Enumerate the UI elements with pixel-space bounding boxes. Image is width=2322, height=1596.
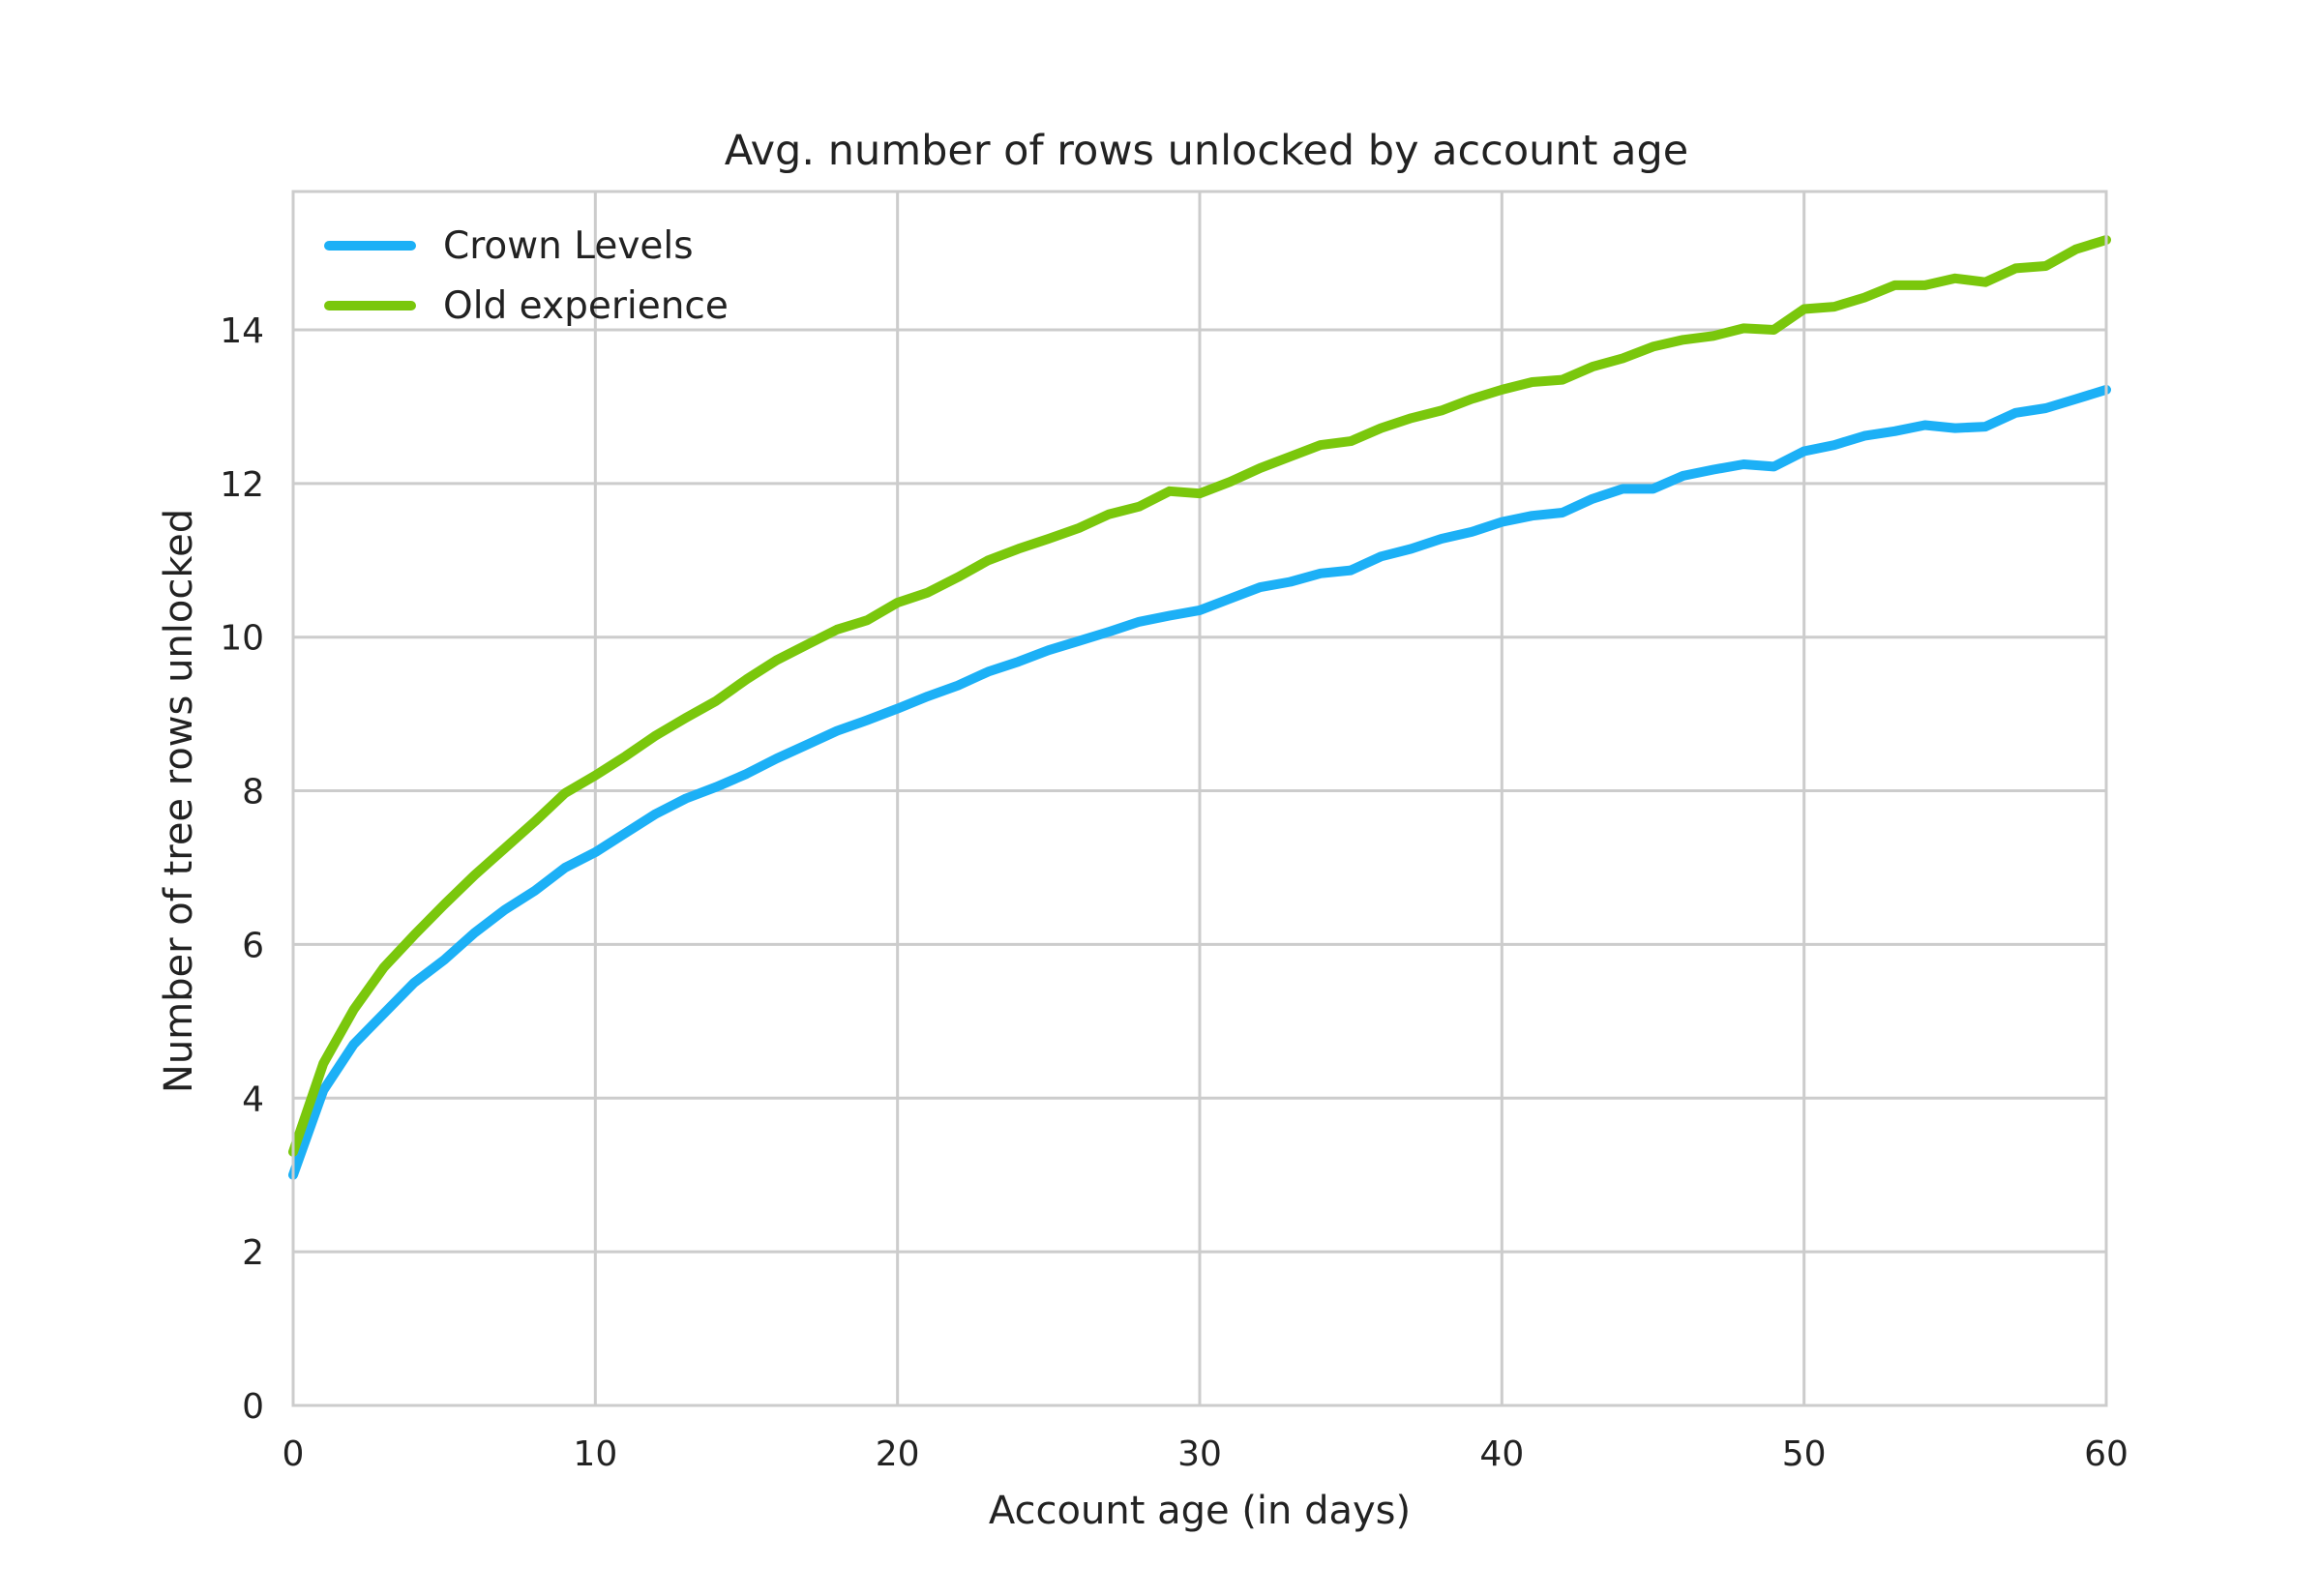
series-line-crown-levels [288,384,2111,1180]
series-lines [288,235,2111,1180]
y-tick-label: 4 [242,1079,264,1119]
x-axis-label: Account age (in days) [989,1489,1411,1533]
plot-area-frame [291,190,2108,1407]
x-tick-label: 30 [1177,1434,1222,1474]
series-line-old-experience [288,235,2111,1157]
y-axis-label: Number of tree rows unlocked [157,509,201,1093]
y-tick-label: 10 [220,619,264,659]
y-tick-label: 0 [242,1387,264,1427]
y-tick-label: 14 [220,311,264,351]
x-tick-label: 50 [1782,1434,1827,1474]
y-tick-label: 6 [242,926,264,965]
x-tick-label: 40 [1479,1434,1524,1474]
x-tick-label: 10 [573,1434,617,1474]
y-axis-ticks: 0 2 4 6 8 10 12 14 [220,311,264,1427]
legend: Crown Levels Old experience [324,224,729,328]
legend-label: Crown Levels [443,224,694,268]
x-tick-label: 0 [283,1434,305,1474]
y-tick-label: 8 [242,773,264,813]
y-tick-label: 2 [242,1233,264,1273]
chart-title: Avg. number of rows unlocked by account … [725,127,1689,175]
x-tick-label: 60 [2084,1434,2128,1474]
y-tick-label: 12 [220,465,264,505]
x-axis-ticks: 0 10 20 30 40 50 60 [283,1434,2128,1474]
grid-lines [291,192,2108,1407]
x-tick-label: 20 [876,1434,920,1474]
legend-label: Old experience [443,284,729,328]
